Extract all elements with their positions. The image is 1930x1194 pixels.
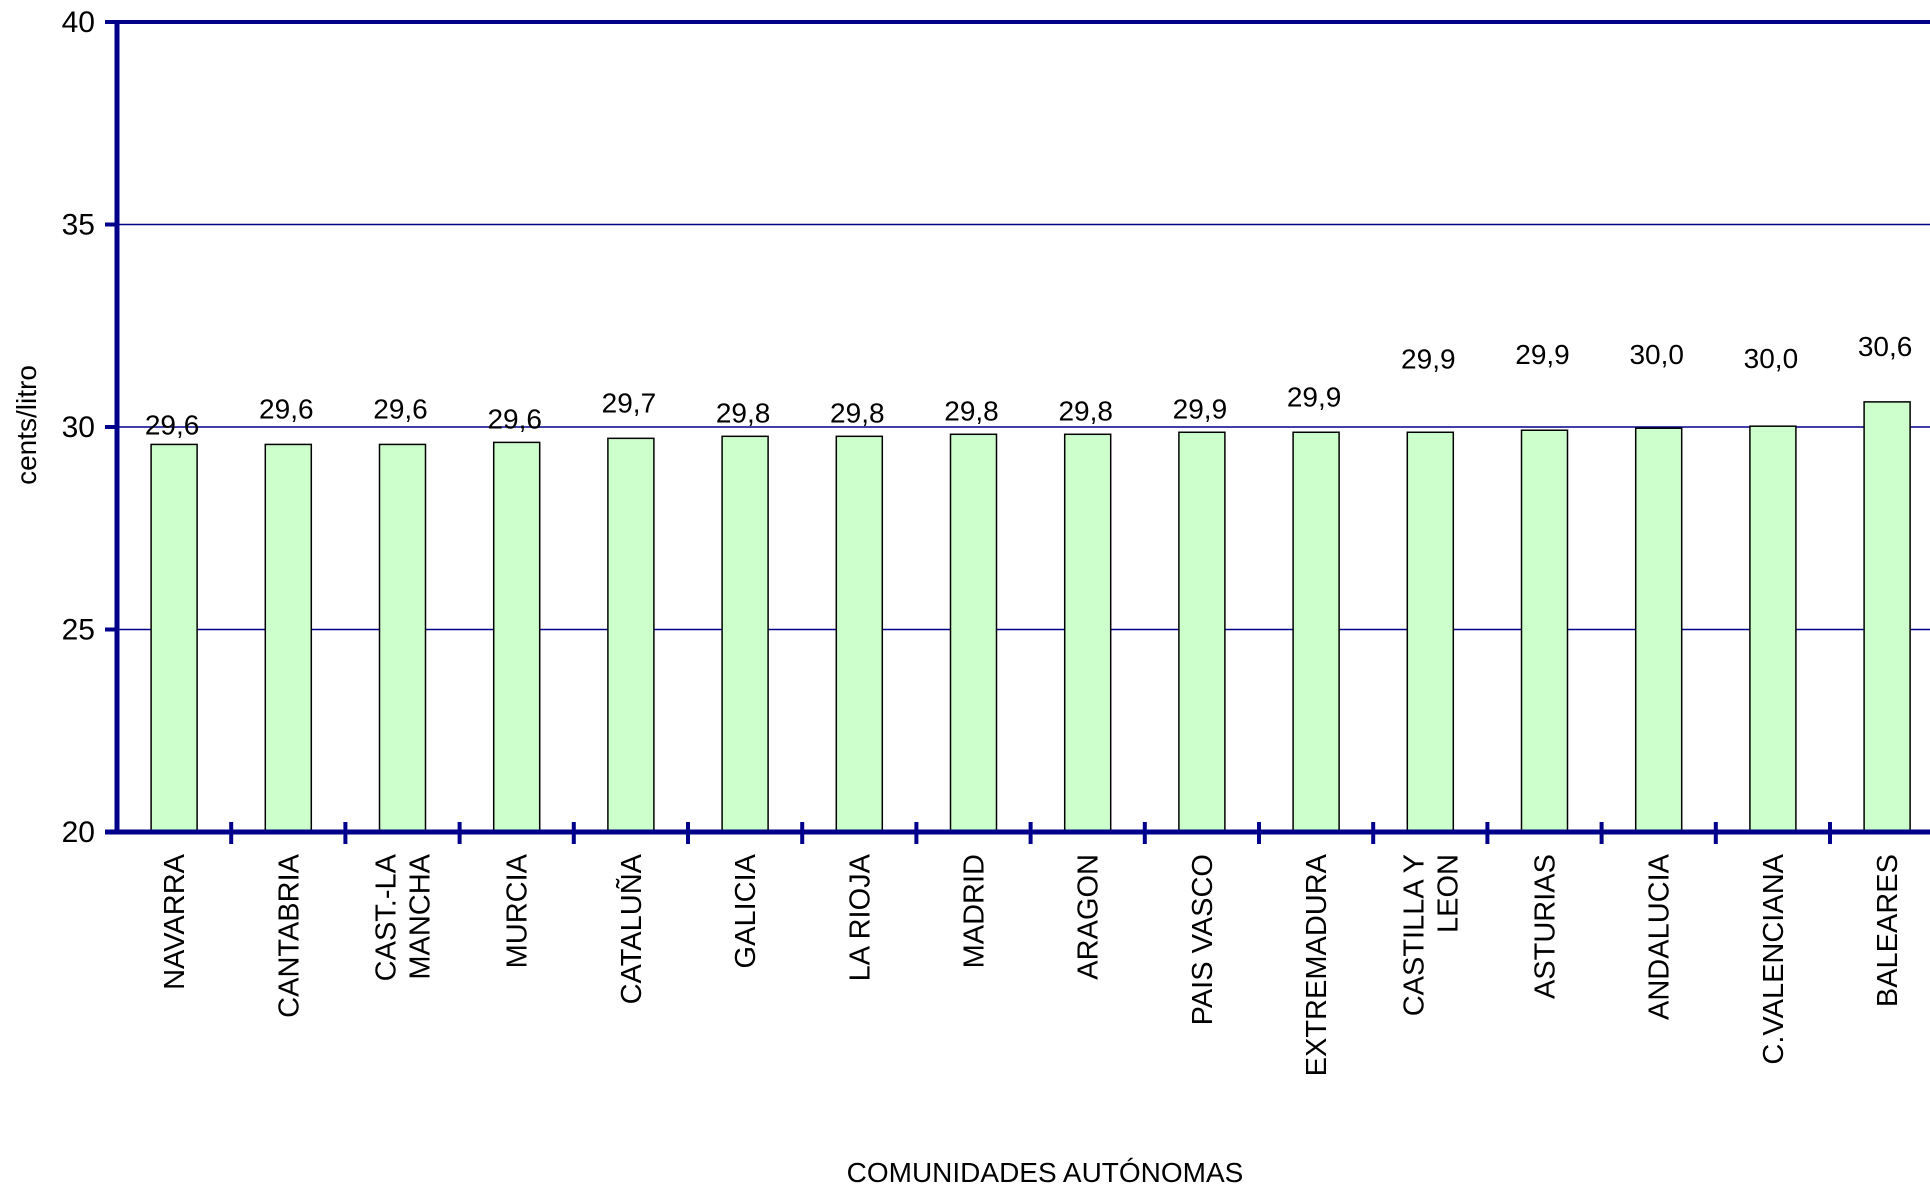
bar <box>1063 433 1112 833</box>
x-tick-label-line: CATALUÑA <box>614 853 648 1004</box>
x-tick-label: MURCIA <box>502 853 534 968</box>
bar <box>264 443 313 833</box>
gridlines <box>117 20 1930 631</box>
x-tick-label: C.VALENCIANA <box>1758 853 1790 1064</box>
data-label: 29,9 <box>1173 393 1228 424</box>
x-tick-label: PAIS VASCO <box>1187 854 1219 1025</box>
bar <box>1749 425 1797 833</box>
bar <box>1634 427 1683 833</box>
x-tick-label-line: ASTURIAS <box>1530 854 1562 999</box>
bar <box>1406 431 1455 833</box>
x-tick-label-line: GALICIA <box>730 853 762 968</box>
x-tick-label-line: LEON <box>1432 854 1464 933</box>
x-tick-label-line: PAIS VASCO <box>1187 854 1219 1025</box>
x-tick-label-line: MANCHA <box>405 853 437 979</box>
data-label: 29,9 <box>1401 343 1456 374</box>
x-tick-label: NAVARRA <box>159 853 191 990</box>
x-tick-label-line: MADRID <box>959 854 991 968</box>
data-label: 29,9 <box>1287 381 1342 412</box>
data-label: 29,6 <box>373 393 428 424</box>
data-label: 29,8 <box>1058 395 1113 426</box>
x-tick-label: GALICIA <box>730 853 762 968</box>
bar <box>1520 429 1569 833</box>
data-label: 29,6 <box>259 393 314 424</box>
bar <box>492 441 541 833</box>
data-label: 29,8 <box>716 397 771 428</box>
y-axis-title: cents/litro <box>11 365 42 485</box>
bar <box>721 435 769 833</box>
tick-labels: 20 25 30 35 40 NAVARRA CANTABRIA CAST.-LA MANCHA… <box>62 6 1904 1076</box>
data-label: 29,6 <box>487 403 542 434</box>
x-tick-label: CAST.-LA MANCHA <box>371 853 437 981</box>
x-tick-label: ASTURIAS <box>1530 854 1562 999</box>
x-tick-label-line: CANTABRIA <box>273 853 305 1017</box>
x-tick-label-line: MURCIA <box>502 853 534 968</box>
x-tick-label-line: EXTREMADURA <box>1301 853 1333 1076</box>
data-label: 29,8 <box>944 395 999 426</box>
x-axis-title: COMUNIDADES AUTÓNOMAS <box>847 1157 1244 1188</box>
bar <box>378 443 427 833</box>
data-label: 29,7 <box>602 387 657 418</box>
x-tick-label-line: ANDALUCIA <box>1644 853 1676 1020</box>
y-tick-label: 25 <box>62 614 95 647</box>
y-tick-label: 20 <box>62 816 95 849</box>
axes <box>105 20 1930 844</box>
data-label: 30,0 <box>1629 339 1684 370</box>
y-tick-label: 40 <box>62 6 95 39</box>
x-tick-label: MADRID <box>959 854 991 968</box>
y-tick-label: 35 <box>62 209 95 242</box>
x-tick-label: CASTILLA Y LEON <box>1398 854 1464 1016</box>
x-tick-label: BALEARES <box>1872 854 1904 1007</box>
bar <box>607 437 655 833</box>
data-label: 29,9 <box>1515 339 1570 370</box>
data-label: 30,6 <box>1858 331 1913 362</box>
y-tick-label: 30 <box>62 411 95 444</box>
x-tick-label-line: CAST.-LA <box>371 853 403 981</box>
x-tick-label-line: LA RIOJA <box>844 853 876 981</box>
x-tick-label: LA RIOJA <box>844 853 876 981</box>
data-label: 29,8 <box>830 397 885 428</box>
bar <box>1863 401 1911 833</box>
bar <box>1178 431 1226 833</box>
x-tick-label-line: NAVARRA <box>159 853 191 990</box>
x-tick-label: ARAGON <box>1073 854 1105 980</box>
bar <box>949 433 998 833</box>
x-tick-label-line: ARAGON <box>1073 854 1105 980</box>
bar <box>150 443 198 833</box>
data-label: 30,0 <box>1744 343 1799 374</box>
data-label: 29,6 <box>145 409 200 440</box>
x-tick-label-line: CASTILLA Y <box>1398 854 1430 1016</box>
x-tick-label: ANDALUCIA <box>1644 853 1676 1020</box>
x-tick-label-line: C.VALENCIANA <box>1758 853 1790 1064</box>
bars <box>150 401 1911 833</box>
data-labels: 29,6 29,6 29,6 29,6 29,7 29,8 29,8 29,8 29,8 29,9… <box>145 331 1913 441</box>
x-tick-label: EXTREMADURA <box>1301 853 1333 1076</box>
bar <box>1292 431 1340 833</box>
bar <box>835 435 884 833</box>
x-tick-label-line: BALEARES <box>1872 854 1904 1007</box>
x-tick-label: CATALUÑA <box>614 853 648 1004</box>
x-tick-label: CANTABRIA <box>273 853 305 1017</box>
